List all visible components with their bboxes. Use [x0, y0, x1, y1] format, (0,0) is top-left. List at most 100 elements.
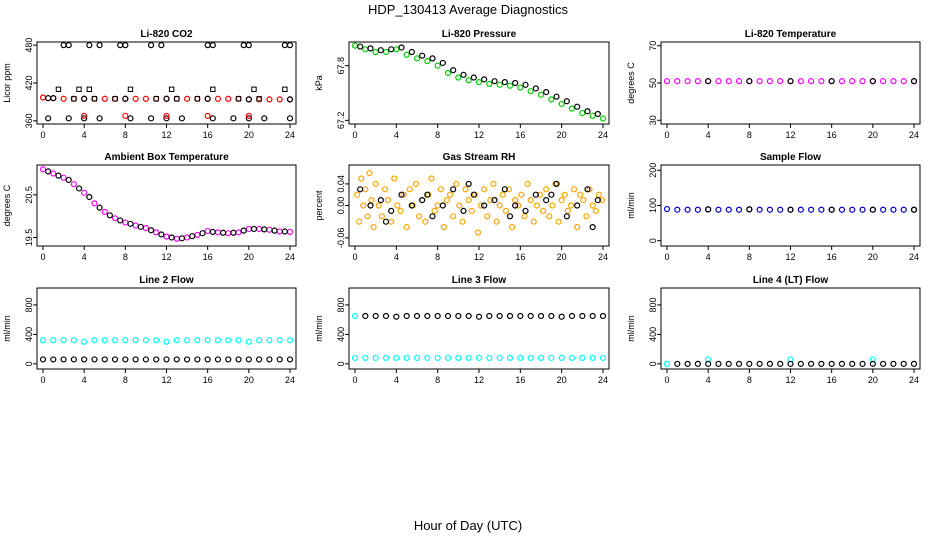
- plot-title: Line 4 (LT) Flow: [753, 275, 829, 286]
- data-point: [393, 313, 400, 320]
- data-point: [70, 356, 77, 363]
- data-point: [756, 78, 763, 85]
- data-point: [173, 235, 180, 242]
- data-point: [382, 312, 390, 320]
- x-tick-label: 4: [394, 252, 399, 262]
- data-point: [746, 206, 753, 213]
- data-point: [81, 112, 88, 119]
- data-point: [132, 337, 139, 344]
- data-point: [869, 206, 876, 213]
- x-tick-label: 12: [785, 375, 795, 385]
- data-point: [362, 186, 369, 193]
- data-point: [481, 76, 488, 83]
- data-point: [419, 52, 426, 59]
- data-point: [499, 191, 506, 198]
- data-point: [599, 354, 607, 362]
- data-point: [173, 356, 180, 363]
- data-point: [403, 51, 410, 58]
- data-point: [684, 78, 691, 85]
- data-point: [527, 197, 534, 204]
- x-tick-label: 20: [244, 252, 254, 262]
- data-point: [468, 207, 475, 214]
- data-point: [174, 96, 180, 102]
- data-point: [766, 78, 774, 85]
- data-point: [440, 224, 447, 231]
- data-point: [96, 115, 103, 122]
- data-point: [465, 354, 472, 362]
- data-point: [429, 55, 436, 62]
- data-point: [377, 197, 384, 204]
- data-point: [178, 115, 186, 122]
- data-point: [256, 337, 263, 344]
- data-point: [456, 202, 463, 209]
- data-point: [787, 206, 794, 213]
- data-point: [96, 204, 103, 211]
- y-tick-label: 0: [24, 361, 34, 366]
- x-tick-label: 12: [161, 252, 171, 262]
- data-point: [394, 202, 401, 209]
- data-point: [132, 356, 139, 363]
- data-point: [235, 96, 242, 102]
- data-point: [127, 86, 134, 93]
- data-point: [527, 354, 534, 362]
- data-point: [558, 313, 565, 320]
- y-tick-label: 200: [648, 163, 658, 178]
- x-tick-label: 0: [352, 375, 357, 385]
- data-point: [553, 93, 560, 100]
- data-point: [508, 224, 516, 231]
- data-point: [286, 115, 294, 122]
- data-point: [746, 360, 753, 367]
- y-axis-label: Licor ppm: [2, 63, 12, 103]
- data-point: [209, 42, 216, 49]
- data-point: [455, 312, 462, 320]
- data-point: [558, 354, 565, 362]
- data-point: [797, 206, 804, 213]
- panel-5: Sample Flow ml/min 0 4 8 12 16 20 24 0 100 200: [626, 152, 921, 262]
- data-point: [481, 186, 488, 193]
- data-point: [890, 206, 897, 213]
- x-tick-label: 24: [909, 375, 919, 385]
- data-point: [122, 337, 129, 344]
- data-point: [475, 354, 483, 362]
- data-point: [589, 224, 596, 231]
- data-point: [214, 337, 222, 344]
- data-point: [496, 354, 503, 362]
- data-point: [910, 78, 918, 85]
- data-point: [424, 58, 431, 65]
- x-tick-label: 0: [664, 130, 669, 140]
- data-point: [564, 207, 571, 214]
- x-tick-label: 12: [785, 252, 795, 262]
- data-point: [393, 46, 400, 53]
- data-point: [122, 95, 129, 102]
- plot-frame: [36, 41, 297, 125]
- x-tick-label: 24: [598, 252, 608, 262]
- data-point: [370, 224, 377, 231]
- data-point: [501, 78, 508, 86]
- x-tick-label: 12: [474, 375, 484, 385]
- data-point: [586, 186, 593, 193]
- x-tick-label: 16: [515, 252, 525, 262]
- data-point: [245, 112, 252, 119]
- data-point: [357, 43, 364, 50]
- x-tick-label: 4: [706, 130, 711, 140]
- data-point: [220, 229, 227, 236]
- data-point: [60, 356, 67, 363]
- plot-title: Ambient Box Temperature: [104, 152, 229, 163]
- x-tick-label: 20: [244, 130, 254, 140]
- data-point: [240, 227, 247, 234]
- data-point: [419, 197, 426, 204]
- data-point: [210, 86, 216, 93]
- data-point: [163, 95, 170, 102]
- data-point: [81, 189, 88, 196]
- data-point: [362, 354, 369, 362]
- data-point: [204, 337, 211, 344]
- data-point: [147, 115, 155, 122]
- data-point: [501, 186, 508, 193]
- data-point: [424, 191, 431, 198]
- x-tick-label: 16: [515, 130, 525, 140]
- x-tick-label: 24: [909, 130, 919, 140]
- data-point: [548, 312, 555, 320]
- x-tick-label: 12: [474, 252, 484, 262]
- data-point: [674, 78, 681, 85]
